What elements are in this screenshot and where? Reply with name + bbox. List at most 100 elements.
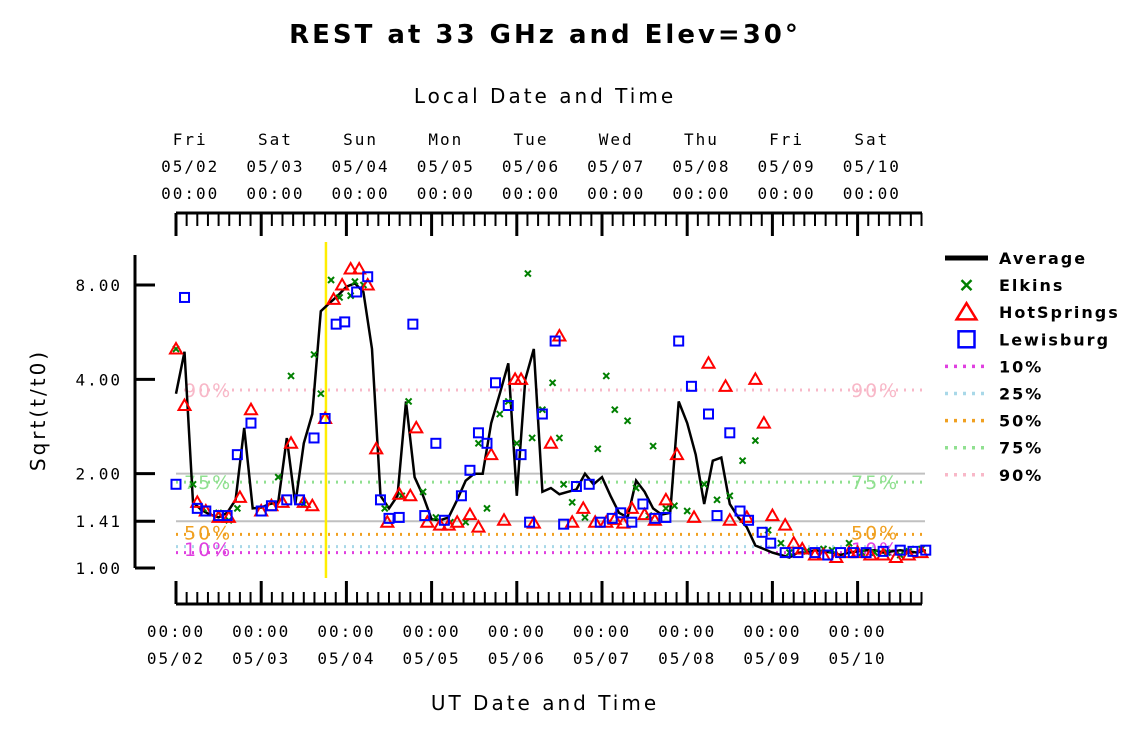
lewisburg-point xyxy=(419,510,431,522)
top-tick-day: Fri xyxy=(173,130,208,149)
bottom-tick-date: 05/03 xyxy=(232,649,290,668)
lewisburg-point xyxy=(200,505,212,517)
legend-label: Lewisburg xyxy=(999,330,1110,349)
bottom-tick-date: 05/09 xyxy=(743,649,801,668)
lewisburg-point xyxy=(615,507,627,519)
lewisburg-point xyxy=(907,545,919,557)
hotsprings-point xyxy=(686,509,702,523)
hotsprings-point xyxy=(862,547,879,561)
elkins-point xyxy=(611,405,619,414)
elkins-point xyxy=(548,379,557,387)
lewisburg-point xyxy=(743,514,755,526)
elkins-point xyxy=(496,410,504,418)
bottom-tick-time: 00:00 xyxy=(403,622,461,641)
elkins-point xyxy=(662,504,670,513)
elkins-point xyxy=(317,389,325,398)
top-tick-time: 00:00 xyxy=(417,184,475,203)
lewisburg-point xyxy=(558,518,570,530)
lewisburg-point xyxy=(649,512,661,524)
bottom-tick-date: 05/06 xyxy=(488,649,546,668)
lewisburg-point xyxy=(703,408,714,420)
y-tick-label: 1.41 xyxy=(75,512,122,531)
bottom-tick-date: 05/10 xyxy=(829,649,887,668)
lewisburg-point xyxy=(626,516,638,528)
lewisburg-point xyxy=(438,514,450,526)
top-axis-title: Local Date and Time xyxy=(414,84,676,108)
hotsprings-point xyxy=(513,371,529,385)
elkins-point xyxy=(751,436,760,445)
lewisburg-point xyxy=(765,537,777,549)
percentile-lines xyxy=(176,388,925,555)
lewisburg-point xyxy=(606,512,618,524)
series-hotsprings xyxy=(168,260,930,564)
hotsprings-point xyxy=(210,509,227,523)
elkins-point xyxy=(845,539,853,547)
hotsprings-point xyxy=(543,435,559,449)
hotsprings-point xyxy=(368,440,384,455)
series-average xyxy=(174,281,927,559)
bottom-tick-time: 00:00 xyxy=(232,622,290,641)
lewisburg-point xyxy=(734,505,746,517)
lewisburg-point xyxy=(594,516,606,528)
hotsprings-point xyxy=(624,500,640,514)
top-tick-date: 05/10 xyxy=(843,157,901,176)
lewisburg-point xyxy=(877,545,889,557)
legend-item-10pct: 10% xyxy=(945,357,1041,376)
hotsprings-point xyxy=(636,506,653,521)
legend-item-hotsprings: HotSprings xyxy=(954,300,1118,322)
legend-item-75pct: 75% xyxy=(945,439,1041,458)
elkins-point xyxy=(738,456,747,465)
elkins-point xyxy=(777,539,785,547)
hotsprings-point xyxy=(575,500,591,514)
hotsprings-point xyxy=(334,276,350,291)
top-tick-day: Sun xyxy=(343,130,378,149)
top-tick-day: Tue xyxy=(514,130,549,149)
legend: Average Elkins HotSprings Lewisburg 10% 25% 50… xyxy=(945,249,1118,485)
bottom-tick-date: 05/02 xyxy=(147,649,205,668)
lewisburg-point xyxy=(319,412,331,424)
hotsprings-point xyxy=(496,512,512,526)
lewisburg-point xyxy=(481,437,493,449)
hotsprings-point xyxy=(888,549,904,564)
bottom-tick-time: 00:00 xyxy=(743,622,801,641)
top-tick-date: 05/07 xyxy=(587,157,645,176)
top-tick-date: 05/05 xyxy=(417,157,475,176)
hotsprings-point xyxy=(283,435,299,449)
percentile-label: 90% xyxy=(184,380,232,402)
lewisburg-point xyxy=(351,286,363,298)
hotsprings-point xyxy=(756,415,772,429)
hotsprings-point xyxy=(647,512,663,526)
elkins-point xyxy=(555,434,564,442)
elkins-point xyxy=(274,473,282,481)
lewisburg-point xyxy=(549,335,561,347)
lewisburg-point xyxy=(756,526,768,538)
legend-item-50pct: 50% xyxy=(945,412,1041,431)
lewisburg-point xyxy=(490,377,501,389)
lewisburg-point xyxy=(536,408,548,420)
lewisburg-point xyxy=(570,481,582,493)
legend-label: 25% xyxy=(999,385,1043,404)
percentile-label: 90% xyxy=(851,380,899,402)
hotsprings-point xyxy=(777,517,793,531)
lewisburg-point xyxy=(383,512,395,524)
lewisburg-point xyxy=(374,494,386,506)
hotsprings-point xyxy=(351,260,367,275)
elkins-point xyxy=(419,488,427,496)
hotsprings-point xyxy=(304,497,321,512)
lewisburg-point xyxy=(308,432,320,444)
lewisburg-point xyxy=(170,478,182,490)
lewisburg-point xyxy=(809,547,821,559)
top-tick-date: 05/08 xyxy=(672,157,730,176)
lewisburg-point xyxy=(502,400,514,412)
elkins-point xyxy=(483,504,491,513)
bottom-tick-time: 00:00 xyxy=(573,622,631,641)
bottom-tick-date: 05/05 xyxy=(403,649,461,668)
top-tick-date: 05/03 xyxy=(246,157,304,176)
top-tick-time: 00:00 xyxy=(161,184,219,203)
percentile-label: 10% xyxy=(184,539,232,561)
hotsprings-point xyxy=(900,547,917,561)
top-tick-day: Sat xyxy=(258,130,293,149)
x-axis-title: UT Date and Time xyxy=(431,691,659,715)
hotsprings-point xyxy=(189,494,206,508)
